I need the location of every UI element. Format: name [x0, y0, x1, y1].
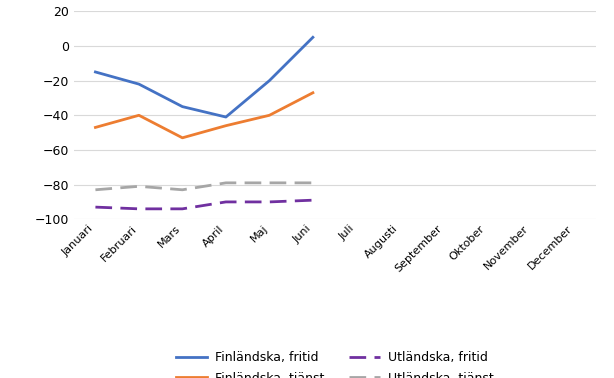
Legend: Finländska, fritid, Finländska, tjänst, Utländska, fritid, Utländska, tjänst: Finländska, fritid, Finländska, tjänst, …: [171, 346, 499, 378]
